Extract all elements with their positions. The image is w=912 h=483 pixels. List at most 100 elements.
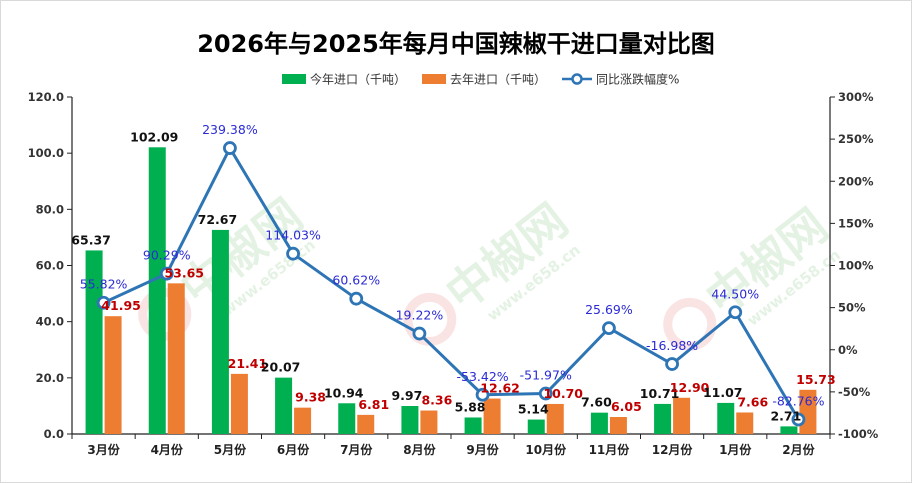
y-left-tick-label: 20.0 (36, 371, 64, 385)
data-label-current: 5.88 (455, 399, 486, 414)
data-label-previous: 9.38 (295, 390, 326, 405)
data-label-current: 9.97 (391, 388, 422, 403)
bar-previous (673, 397, 691, 434)
legend-label-change: 同比涨跌幅度% (596, 72, 679, 87)
y-right-tick-label: 100% (838, 259, 874, 273)
x-tick-label: 4月份 (151, 442, 184, 457)
y-right-tick-label: 150% (838, 216, 874, 230)
bar-current (148, 147, 166, 435)
data-label-change: 25.69% (585, 302, 633, 317)
line-point (96, 295, 111, 310)
x-tick-label: 12月份 (652, 442, 694, 457)
line-point (286, 246, 300, 261)
legend: 今年进口（千吨） 去年进口（千吨） 同比涨跌幅度% (282, 72, 679, 87)
bar-previous (357, 414, 375, 434)
data-label-change: -53.42% (456, 369, 508, 384)
legend-label-current: 今年进口（千吨） (310, 72, 406, 87)
data-label-current: 65.37 (71, 232, 111, 247)
data-label-change: 90.29% (143, 248, 191, 263)
line-point (349, 291, 364, 306)
y-right-tick-label: 300% (838, 90, 874, 104)
data-label-change: 55.82% (80, 277, 128, 292)
data-label-previous: 41.95 (101, 298, 141, 313)
bar-current (338, 403, 356, 434)
line-point (223, 141, 237, 155)
data-label-previous: 6.81 (358, 397, 389, 412)
x-tick-label: 5月份 (214, 442, 247, 457)
line-point (475, 387, 490, 402)
data-label-previous: 12.90 (670, 380, 710, 395)
data-label-current: 7.60 (581, 395, 612, 410)
x-tick-label: 7月份 (340, 442, 373, 457)
bar-previous (420, 410, 438, 434)
y-left-tick-label: 100.0 (28, 146, 64, 160)
line-group (96, 141, 806, 427)
y-left-tick-label: 40.0 (36, 315, 64, 329)
bar-current (780, 426, 798, 434)
data-label-current: 20.07 (261, 360, 301, 375)
data-label-change: 19.22% (396, 308, 444, 323)
data-label-change: -82.76% (772, 393, 824, 408)
y-left-tick-label: 0.0 (44, 427, 64, 441)
data-label-previous: 53.65 (164, 265, 204, 280)
bar-previous (483, 398, 501, 434)
data-label-previous: 8.36 (421, 393, 452, 408)
bar-current (85, 250, 103, 434)
line-point (159, 266, 174, 281)
axes-group: 0.0 20.0 40.0 60.0 80.0 100.0 120.0 -100% -50% 0%… (28, 90, 879, 457)
y-right-tick-label: 200% (838, 174, 874, 188)
x-tick-label: 3月份 (87, 442, 120, 457)
data-label-previous: 12.62 (480, 381, 520, 396)
bar-current (275, 377, 293, 434)
data-label-previous: 21.41 (228, 356, 268, 371)
bar-current (401, 406, 419, 434)
line-point (602, 321, 616, 336)
data-label-current: 5.14 (518, 402, 549, 417)
bar-previous (609, 417, 627, 434)
y-left-tick-label: 80.0 (36, 202, 64, 216)
data-label-change: 44.50% (711, 286, 759, 301)
y-left-tick-label: 60.0 (36, 259, 64, 273)
line-point (728, 305, 743, 320)
data-label-previous: 10.70 (543, 386, 583, 401)
data-label-change: 60.62% (332, 273, 380, 288)
bar-previous (104, 316, 122, 434)
data-label-change: 114.03% (265, 228, 321, 243)
legend-marker-change (571, 73, 583, 85)
data-label-previous: 15.73 (796, 372, 836, 387)
x-tick-label: 8月份 (403, 442, 436, 457)
legend-label-previous: 去年进口（千吨） (450, 73, 546, 87)
y-right-tick-label: -50% (838, 385, 871, 399)
data-label-current: 10.71 (640, 386, 680, 401)
y-right-tick-label: 50% (838, 301, 866, 315)
x-tick-label: 11月份 (589, 442, 631, 457)
data-label-current: 10.94 (324, 385, 364, 400)
line-point (665, 357, 679, 371)
line-point (791, 412, 806, 427)
watermark-logo-icon (663, 297, 717, 351)
x-tick-label: 10月份 (525, 442, 567, 457)
bar-current (654, 403, 672, 434)
bar-previous (546, 403, 564, 434)
data-label-current: 11.07 (703, 385, 743, 400)
x-tick-label: 9月份 (466, 442, 499, 457)
legend-swatch-current (282, 74, 306, 84)
data-label-change: 239.38% (202, 122, 258, 137)
bar-previous (230, 373, 248, 434)
line-point (538, 386, 553, 401)
y-right-tick-label: 250% (838, 132, 874, 146)
watermark-logo-icon (403, 292, 457, 346)
data-label-current: 72.67 (198, 212, 238, 227)
data-label-current: 102.09 (130, 129, 178, 144)
bar-current (464, 417, 482, 434)
bar-current (717, 402, 735, 434)
chart-title: 2026年与2025年每月中国辣椒干进口量对比图 (197, 30, 715, 58)
data-label-previous: 6.05 (611, 399, 642, 414)
legend-swatch-previous (422, 74, 446, 84)
data-label-current: 2.71 (770, 408, 801, 423)
x-tick-label: 2月份 (782, 442, 815, 457)
data-label-previous: 7.66 (737, 394, 768, 409)
